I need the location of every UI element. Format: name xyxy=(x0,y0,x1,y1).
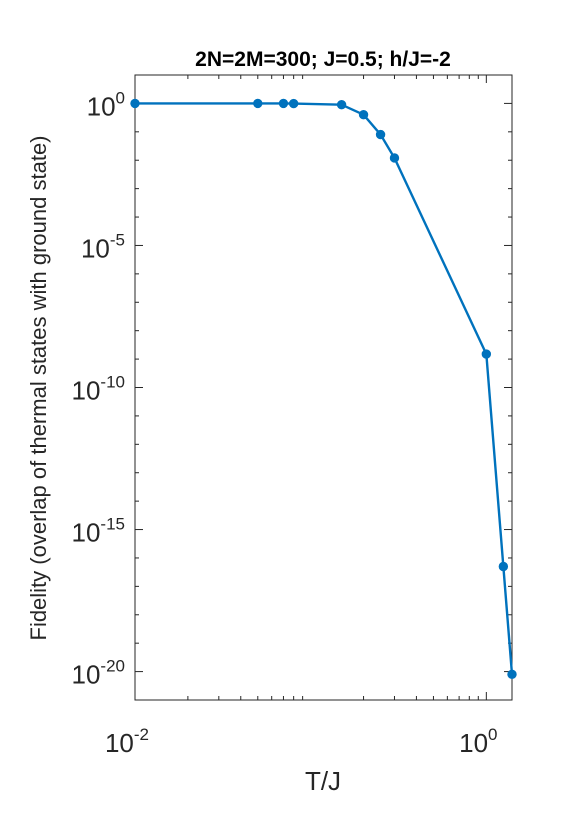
data-point xyxy=(358,110,369,120)
data-point xyxy=(288,98,299,109)
data-point xyxy=(336,100,347,110)
data-point xyxy=(389,153,400,163)
data-point xyxy=(278,98,289,109)
y-tick-label: 10-5 xyxy=(81,230,125,263)
y-tick-labels: 100 10-5 10-10 10-15 10-20 xyxy=(72,88,126,689)
plot-area xyxy=(134,74,513,701)
data-point xyxy=(481,349,492,359)
minor-ticks xyxy=(135,74,512,701)
data-point xyxy=(375,129,386,140)
data-point xyxy=(498,561,509,572)
y-tick-label: 10-20 xyxy=(72,657,126,690)
y-axis-label: Fidelity (overlap of thermal states with… xyxy=(26,135,51,640)
x-tick-label: 10-2 xyxy=(105,725,149,758)
data-point xyxy=(507,669,517,680)
y-tick-label: 10-15 xyxy=(72,515,126,548)
chart-title: 2N=2M=300; J=0.5; h/J=-2 xyxy=(195,48,451,71)
x-tick-labels: 10-2 100 xyxy=(105,725,498,758)
data-point xyxy=(253,98,263,109)
y-tick-label: 100 xyxy=(87,88,125,121)
x-axis-label: T/J xyxy=(305,766,341,796)
series-layer xyxy=(130,98,517,680)
data-point xyxy=(130,98,140,109)
y-tick-label: 10-10 xyxy=(72,373,126,406)
x-tick-label: 100 xyxy=(459,725,497,758)
